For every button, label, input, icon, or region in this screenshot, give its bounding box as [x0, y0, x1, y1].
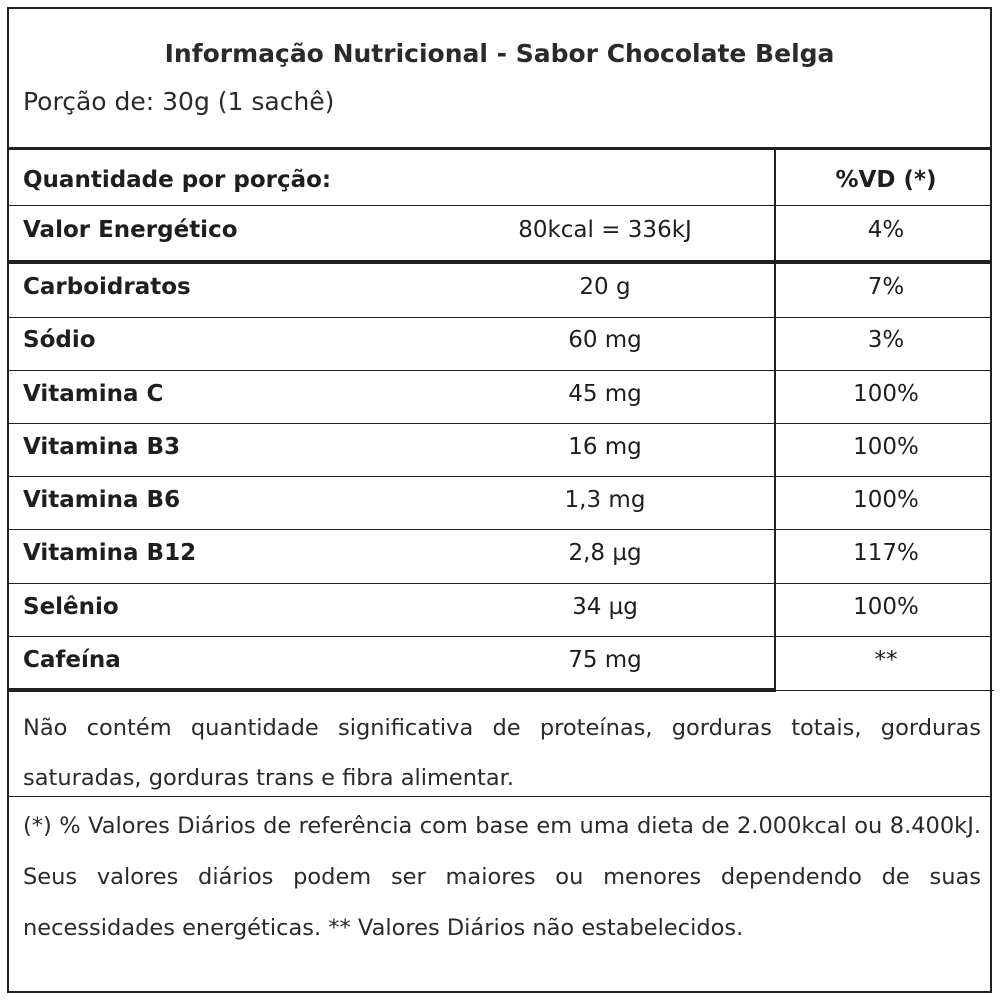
- nutrient-vd: 100%: [853, 487, 919, 513]
- nutrient-amount: 1,3 mg: [564, 487, 646, 513]
- quantity-header: Quantidade por porção:: [23, 167, 332, 193]
- divider-table-bottom-right: [776, 690, 994, 691]
- nutrient-name: Vitamina C: [23, 381, 164, 407]
- nutrient-vd: 117%: [853, 540, 919, 566]
- nutrient-vd: **: [874, 647, 898, 673]
- row-divider: [9, 529, 990, 530]
- nutrient-name: Vitamina B6: [23, 487, 181, 513]
- nutrient-amount: 75 mg: [568, 647, 642, 673]
- nutrient-name: Sódio: [23, 327, 96, 353]
- insignificant-nutrients-note: Não contém quantidade significativa de p…: [23, 715, 981, 791]
- nutrient-vd: 100%: [853, 434, 919, 460]
- nutrient-name: Selênio: [23, 594, 119, 620]
- nutrient-amount: 34 µg: [572, 594, 638, 620]
- column-divider: [774, 150, 776, 690]
- nutrient-vd: 100%: [853, 594, 919, 620]
- energy-name: Valor Energético: [23, 217, 238, 243]
- energy-vd: 4%: [867, 217, 905, 243]
- row-divider: [9, 370, 990, 371]
- row-divider: [9, 636, 990, 637]
- nutrient-name: Vitamina B12: [23, 540, 197, 566]
- divider-thick-table-bottom: [9, 688, 776, 692]
- row-divider: [9, 476, 990, 477]
- divider-thick-top: [9, 147, 990, 150]
- nutrient-amount: 16 mg: [568, 434, 642, 460]
- row-divider: [9, 583, 990, 584]
- nutrient-vd: 100%: [853, 381, 919, 407]
- nutrient-name: Carboidratos: [23, 274, 191, 300]
- nutrient-vd: 7%: [867, 274, 905, 300]
- daily-values-footnote: (*) % Valores Diários de referência com …: [23, 813, 981, 941]
- nutrient-name: Cafeína: [23, 647, 121, 673]
- nutrient-amount: 45 mg: [568, 381, 642, 407]
- nutrition-facts-label: Informação Nutricional - Sabor Chocolate…: [7, 7, 994, 993]
- nutrient-amount: 2,8 µg: [568, 540, 642, 566]
- row-divider: [9, 317, 990, 318]
- divider-notes: [9, 796, 990, 797]
- divider-thick-energy: [9, 260, 990, 264]
- nutrient-amount: 60 mg: [568, 327, 642, 353]
- nutrient-vd: 3%: [867, 327, 905, 353]
- vd-header: %VD (*): [835, 167, 937, 193]
- nutrient-amount: 20 g: [579, 274, 631, 300]
- portion-size: Porção de: 30g (1 sachê): [23, 87, 335, 116]
- label-title: Informação Nutricional - Sabor Chocolate…: [164, 39, 835, 68]
- nutrient-name: Vitamina B3: [23, 434, 181, 460]
- energy-amount: 80kcal = 336kJ: [518, 217, 692, 243]
- divider-header: [9, 205, 990, 206]
- row-divider: [9, 423, 990, 424]
